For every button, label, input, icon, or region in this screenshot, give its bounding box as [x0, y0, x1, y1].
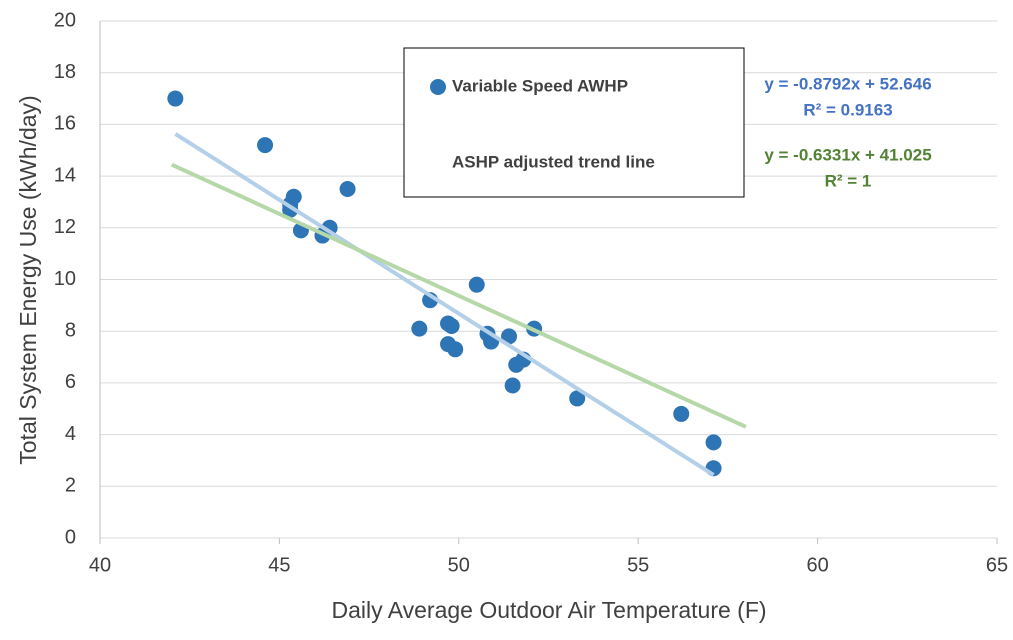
- y-tick-label: 0: [65, 526, 76, 548]
- scatter-point: [339, 181, 356, 198]
- x-tick-label: 60: [806, 554, 828, 576]
- y-axis-title: Total System Energy Use (kWh/day): [15, 95, 41, 464]
- scatter-point: [411, 320, 428, 337]
- trend-line: [174, 132, 715, 477]
- x-tick-label: 65: [986, 554, 1008, 576]
- y-tick-label: 2: [65, 475, 76, 497]
- y-tick-label: 8: [65, 319, 76, 341]
- scatter-point: [504, 377, 521, 394]
- legend-marker: [430, 79, 446, 95]
- y-tick-label: 14: [54, 164, 76, 186]
- scatter-point: [167, 90, 184, 107]
- scatter-point: [705, 434, 722, 451]
- scatter-point: [257, 137, 274, 154]
- scatter-point: [447, 341, 464, 358]
- trend-line: [170, 162, 747, 429]
- annotation: y = -0.8792x + 52.646: [764, 74, 931, 93]
- x-tick-label: 40: [89, 554, 111, 576]
- y-tick-label: 20: [54, 9, 76, 31]
- y-tick-label: 6: [65, 371, 76, 393]
- x-tick-label: 55: [627, 554, 649, 576]
- scatter-point: [443, 318, 460, 335]
- y-tick-label: 18: [54, 61, 76, 83]
- scatter-point: [569, 390, 586, 407]
- scatter-point: [468, 276, 485, 293]
- scatter-point: [673, 405, 690, 422]
- y-tick-label: 10: [54, 268, 76, 290]
- x-axis-title: Daily Average Outdoor Air Temperature (F…: [331, 597, 766, 623]
- x-tick-label: 45: [268, 554, 290, 576]
- y-tick-label: 4: [65, 423, 76, 445]
- scatter-point: [508, 356, 525, 373]
- scatter-point: [321, 219, 338, 236]
- y-tick-label: 12: [54, 216, 76, 238]
- annotation: y = -0.6331x + 41.025: [764, 145, 931, 164]
- x-tick-label: 50: [448, 554, 470, 576]
- legend-label: Variable Speed AWHP: [452, 76, 628, 95]
- scatter-point: [501, 328, 518, 345]
- annotation: R² = 1: [825, 171, 872, 190]
- legend-label: ASHP adjusted trend line: [452, 152, 655, 171]
- annotation: R² = 0.9163: [803, 100, 892, 119]
- legend-box: [403, 47, 745, 198]
- y-tick-label: 16: [54, 113, 76, 135]
